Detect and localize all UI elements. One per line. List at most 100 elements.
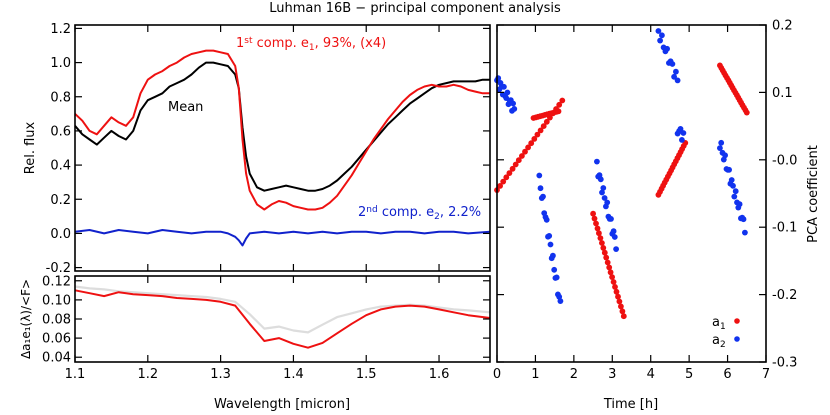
coefficient-point-a2 (730, 182, 736, 189)
coefficients-xtick-label: 0 (493, 367, 501, 382)
coefficient-point-a2 (557, 298, 564, 304)
coefficient-point-a1 (509, 165, 516, 172)
coefficient-point-a2 (510, 100, 516, 107)
spectra-ytick-label: 1.2 (50, 22, 71, 37)
coefficient-point-a2 (551, 266, 558, 273)
coefficient-point-a1 (590, 210, 596, 217)
coefficients-xtick-label: 5 (685, 367, 693, 382)
coefficient-point-a1 (528, 140, 535, 147)
legend-a2-label: a2 (712, 333, 726, 350)
coefficient-point-a1 (522, 148, 528, 155)
spectra-panel: -0.2 0.0 0.2 0.4 0.6 0.8 1.0 1.2 Rel. flux Mean… (23, 22, 491, 276)
coefficient-point-a1 (619, 308, 626, 315)
coefficient-point-a2 (594, 158, 600, 165)
coefficient-point-a2 (599, 189, 605, 196)
coefficient-point-a2 (504, 89, 511, 96)
coefficient-point-a1 (512, 161, 519, 168)
coefficient-point-a1 (620, 313, 627, 320)
variability-xtick-label: 1.6 (429, 367, 450, 382)
coefficients-ytick-label: 0.2 (772, 19, 793, 34)
coefficients-xtick-label: 2 (570, 367, 578, 382)
spectra-series-line-0 (74, 61, 490, 192)
coefficients-ytick-label: -0.0 (772, 153, 797, 168)
coefficient-point-a1 (604, 259, 611, 266)
coefficient-point-a1 (540, 123, 547, 129)
variability-ylabel: Δa₁e₁(λ)/<F> (19, 279, 33, 359)
variability-ytick-label: 0.04 (42, 351, 71, 366)
coefficient-point-a1 (534, 131, 541, 138)
spectra-series-line-2 (74, 229, 491, 247)
coefficient-point-a2 (613, 246, 619, 253)
coefficient-point-a1 (497, 183, 503, 189)
coefficients-ytick-label: -0.3 (772, 356, 797, 371)
coefficient-point-a2 (604, 199, 611, 206)
coefficient-point-a1 (519, 153, 525, 159)
coefficient-point-a1 (613, 288, 620, 295)
mean-label: Mean (168, 100, 203, 115)
spectra-ytick-label: 0.8 (50, 90, 71, 105)
spectra-ytick-label: -0.2 (46, 261, 71, 276)
coefficient-point-a1 (515, 157, 522, 164)
coefficient-point-a2 (547, 241, 554, 248)
coefficients-xtick-label: 3 (608, 367, 616, 382)
variability-xtick-label: 1.3 (210, 367, 231, 382)
coefficient-point-a1 (597, 235, 604, 242)
coefficient-point-a2 (736, 201, 743, 208)
coefficient-point-a2 (673, 68, 679, 75)
coefficients-ytick-label: -0.2 (772, 288, 797, 303)
coefficient-point-a2 (664, 45, 670, 52)
coefficient-point-a1 (601, 249, 608, 256)
coefficients-xtick-label: 1 (531, 367, 539, 382)
coefficient-point-a2 (669, 61, 676, 67)
coefficient-point-a1 (606, 264, 613, 271)
coefficient-point-a1 (612, 284, 618, 290)
coefficient-point-a1 (599, 240, 605, 246)
coefficient-point-a2 (501, 83, 507, 90)
coefficient-point-a1 (555, 108, 562, 115)
coefficient-point-a1 (503, 174, 510, 181)
legend-a2-marker (734, 336, 740, 342)
coefficients-ytick-label: -0.1 (772, 221, 797, 236)
coefficient-point-a2 (657, 37, 663, 44)
coefficient-point-a2 (537, 185, 544, 192)
coefficient-point-a2 (677, 125, 684, 132)
coefficient-point-a2 (671, 73, 677, 80)
coefficient-point-a2 (536, 172, 543, 179)
comp2-label: 2nd comp. e2, 2.2% (358, 205, 481, 222)
coefficients-frame (496, 24, 767, 363)
coefficient-point-a1 (616, 298, 623, 305)
coefficient-point-a2 (679, 137, 685, 143)
coefficient-point-a1 (618, 303, 624, 310)
coefficient-point-a1 (591, 215, 598, 222)
coefficients-xtick-label: 4 (647, 367, 655, 382)
variability-ytick-label: 0.06 (42, 332, 71, 347)
coefficient-point-a1 (615, 293, 621, 300)
coefficient-point-a2 (553, 274, 560, 281)
coefficient-point-a2 (732, 188, 739, 195)
variability-ytick-label: 0.10 (42, 293, 71, 308)
variability-series-line-1 (74, 289, 491, 349)
coefficient-point-a1 (603, 254, 610, 261)
coefficient-point-a2 (718, 139, 725, 146)
coefficient-point-a1 (610, 279, 617, 285)
coefficient-point-a2 (611, 234, 618, 240)
variability-xtick-label: 1.2 (137, 367, 158, 382)
legend: a1 a2 (712, 315, 740, 350)
spectra-ytick-label: 0.0 (50, 227, 71, 242)
legend-a1-label: a1 (712, 315, 726, 332)
spectra-ytick-label: 1.0 (50, 56, 71, 71)
coefficient-point-a1 (593, 220, 599, 227)
comp1-label: 1st comp. e1, 93%, (x4) (236, 36, 386, 53)
coefficients-xtick-label: 7 (762, 367, 770, 382)
coefficient-point-a1 (743, 109, 750, 116)
coefficient-point-a2 (610, 228, 617, 235)
coefficient-point-a2 (674, 77, 681, 84)
coefficient-point-a2 (731, 193, 738, 200)
spectra-ylabel: Rel. flux (23, 121, 38, 174)
coefficient-point-a1 (594, 225, 601, 232)
variability-frame (74, 275, 491, 363)
variability-xtick-label: 1.1 (65, 367, 86, 382)
coefficients-panel: -0.3 -0.2 -0.1 -0.0 0.1 0.2 0 1 2 3 4 5 6 7 PCA coeff… (493, 19, 821, 413)
coefficient-point-a2 (740, 216, 747, 223)
